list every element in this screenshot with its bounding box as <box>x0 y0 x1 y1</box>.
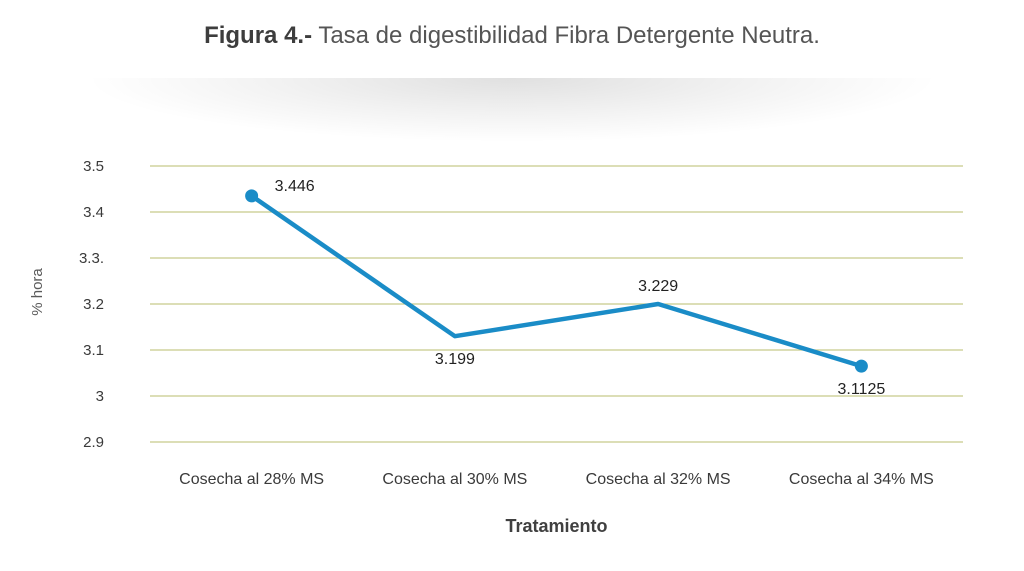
data-point-marker <box>245 189 259 203</box>
x-category-label: Cosecha al 30% MS <box>382 471 527 488</box>
data-labels: 3.446 3.199 3.229 3.1125 <box>275 178 886 398</box>
y-tick-labels: 3.5 3.4 3.3. 3.2 3.1 3 2.9 <box>79 158 104 451</box>
data-label: 3.446 <box>275 178 315 195</box>
x-category-label: Cosecha al 32% MS <box>586 471 731 488</box>
x-axis-title: Tratamiento <box>505 516 607 536</box>
series-line <box>249 193 864 369</box>
y-axis-title: % hora <box>29 268 46 316</box>
y-tick-label: 3.5 <box>83 158 104 175</box>
title-shadow <box>0 78 1024 158</box>
x-category-label: Cosecha al 28% MS <box>179 471 324 488</box>
x-category-labels: Cosecha al 28% MS Cosecha al 30% MS Cosech… <box>179 471 934 488</box>
y-tick-label: 3.1 <box>83 342 104 359</box>
y-tick-label: 2.9 <box>83 434 104 451</box>
x-category-label: Cosecha al 34% MS <box>789 471 934 488</box>
data-point-marker <box>854 359 868 373</box>
y-tick-label: 3 <box>96 388 104 405</box>
grid-lines <box>150 165 963 443</box>
figure-title: Figura 4.- Tasa de digestibilidad Fibra … <box>0 22 1024 50</box>
figure-caption: Tasa de digestibilidad Fibra Detergente … <box>318 22 820 49</box>
y-tick-label: 3.3. <box>79 250 104 267</box>
y-tick-label: 3.2 <box>83 296 104 313</box>
data-label: 3.229 <box>638 278 678 295</box>
y-tick-label: 3.4 <box>83 204 104 221</box>
figure-number: Figura 4.- <box>204 22 313 49</box>
series-group <box>245 189 868 373</box>
data-label: 3.199 <box>435 351 475 368</box>
data-label: 3.1125 <box>838 381 886 398</box>
